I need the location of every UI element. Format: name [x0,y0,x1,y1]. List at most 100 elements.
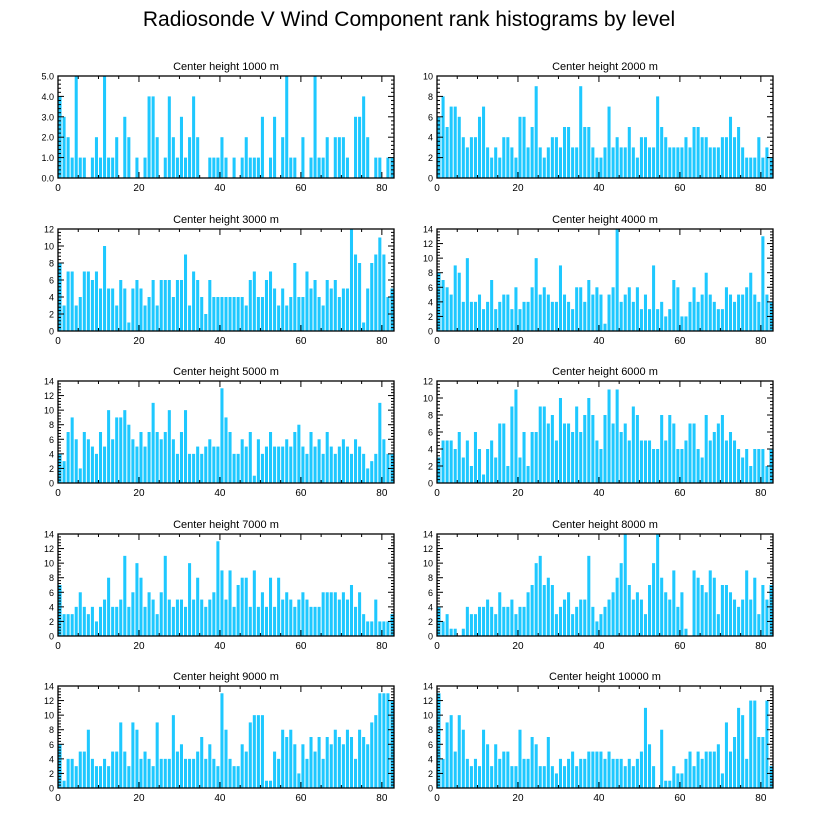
histogram-bar [611,423,615,483]
histogram-bar [700,294,704,331]
histogram-bar [313,751,317,788]
histogram-bar [724,585,728,636]
histogram-bar [378,693,382,788]
y-tick-label: 10 [423,394,433,404]
histogram-bar [309,737,313,788]
histogram-bar [82,271,86,331]
histogram-bar [445,722,449,788]
histogram-bar [74,76,78,178]
histogram-bar [607,106,611,178]
histogram-bar [486,599,490,636]
histogram-bar [538,406,542,483]
y-tick-label: 12 [44,225,54,235]
histogram-bar [224,157,228,178]
histogram-bar [745,287,749,331]
histogram-bar [260,297,264,331]
histogram-bar [135,157,139,178]
x-tick-label: 60 [674,488,686,499]
chart-panel: Center height 10000 m 0 20 40 60 80 0 2 4 6 8 10 12 1… [423,671,774,804]
histogram-bar [546,294,550,331]
histogram-bar [98,606,103,636]
histogram-bar [457,715,461,788]
histogram-bar [256,297,260,331]
y-tick-label: 12 [423,377,433,387]
histogram-bar [603,323,607,331]
x-tick-label: 20 [512,336,524,347]
histogram-bar [684,137,688,178]
histogram-bar [163,758,167,788]
histogram-bar [94,766,98,788]
histogram-bar [139,577,143,636]
histogram-bar [753,449,757,483]
histogram-bar [86,271,90,331]
histogram-bar [457,116,461,178]
histogram-bar [753,294,757,331]
histogram-bar [82,751,86,788]
histogram-bar [469,301,473,331]
histogram-bar [289,599,293,636]
histogram-bar [115,137,119,178]
histogram-bar [62,614,66,636]
histogram-bar [264,280,269,331]
histogram-bar [354,439,358,483]
histogram-bar [183,410,188,483]
histogram-bar [98,157,103,178]
histogram-bar [757,137,761,178]
histogram-bar [349,229,354,331]
x-tick-label: 20 [133,641,145,652]
histogram-bar [293,606,297,636]
histogram-bar [587,751,591,788]
histogram-bar [571,147,575,178]
histogram-bar [175,751,179,788]
histogram-bar [74,606,78,636]
histogram-bar [648,309,652,331]
histogram-bar [672,766,676,788]
y-tick-label: 6 [428,588,433,598]
histogram-bar [260,453,264,483]
histogram-bar [341,439,345,483]
histogram-bar [366,621,370,636]
panel-title: Center height 7000 m [173,519,279,531]
histogram-bar [248,722,252,788]
histogram-bar [534,432,538,483]
histogram-bar [700,137,704,178]
histogram-bar [382,693,386,788]
histogram-bar [538,147,542,178]
histogram-bar [269,271,273,331]
histogram-bar [724,440,728,483]
histogram-bar [615,229,619,331]
histogram-bar [502,606,506,636]
x-tick-label: 40 [214,488,226,499]
histogram-bar [171,297,175,331]
histogram-bar [167,599,171,636]
histogram-bar [558,147,562,178]
histogram-bar [256,157,260,178]
x-tick-label: 60 [295,183,307,194]
histogram-bar [688,423,692,483]
histogram-bar [228,758,232,788]
histogram-bar [611,147,615,178]
histogram-bar [269,780,273,788]
histogram-bar [107,410,111,483]
histogram-bar [309,432,313,483]
histogram-bar [490,440,494,483]
histogram-bar [103,758,107,788]
histogram-bar [240,297,244,331]
histogram-bar [260,592,264,636]
histogram-bar [648,147,652,178]
histogram-bar [607,294,611,331]
y-tick-label: 4 [428,297,433,307]
histogram-bar [281,137,285,178]
x-tick-label: 40 [214,336,226,347]
histogram-bar [155,432,159,483]
histogram-bar [212,157,216,178]
y-tick-label: 14 [44,377,54,387]
histogram-bar [123,410,127,483]
histogram-bar [490,766,494,788]
y-tick-label: 3.0 [41,112,54,122]
histogram-bar [103,76,107,178]
histogram-bar [490,157,494,178]
histogram-bar [309,288,313,331]
histogram-bar [567,423,571,483]
histogram-bar [643,294,648,331]
